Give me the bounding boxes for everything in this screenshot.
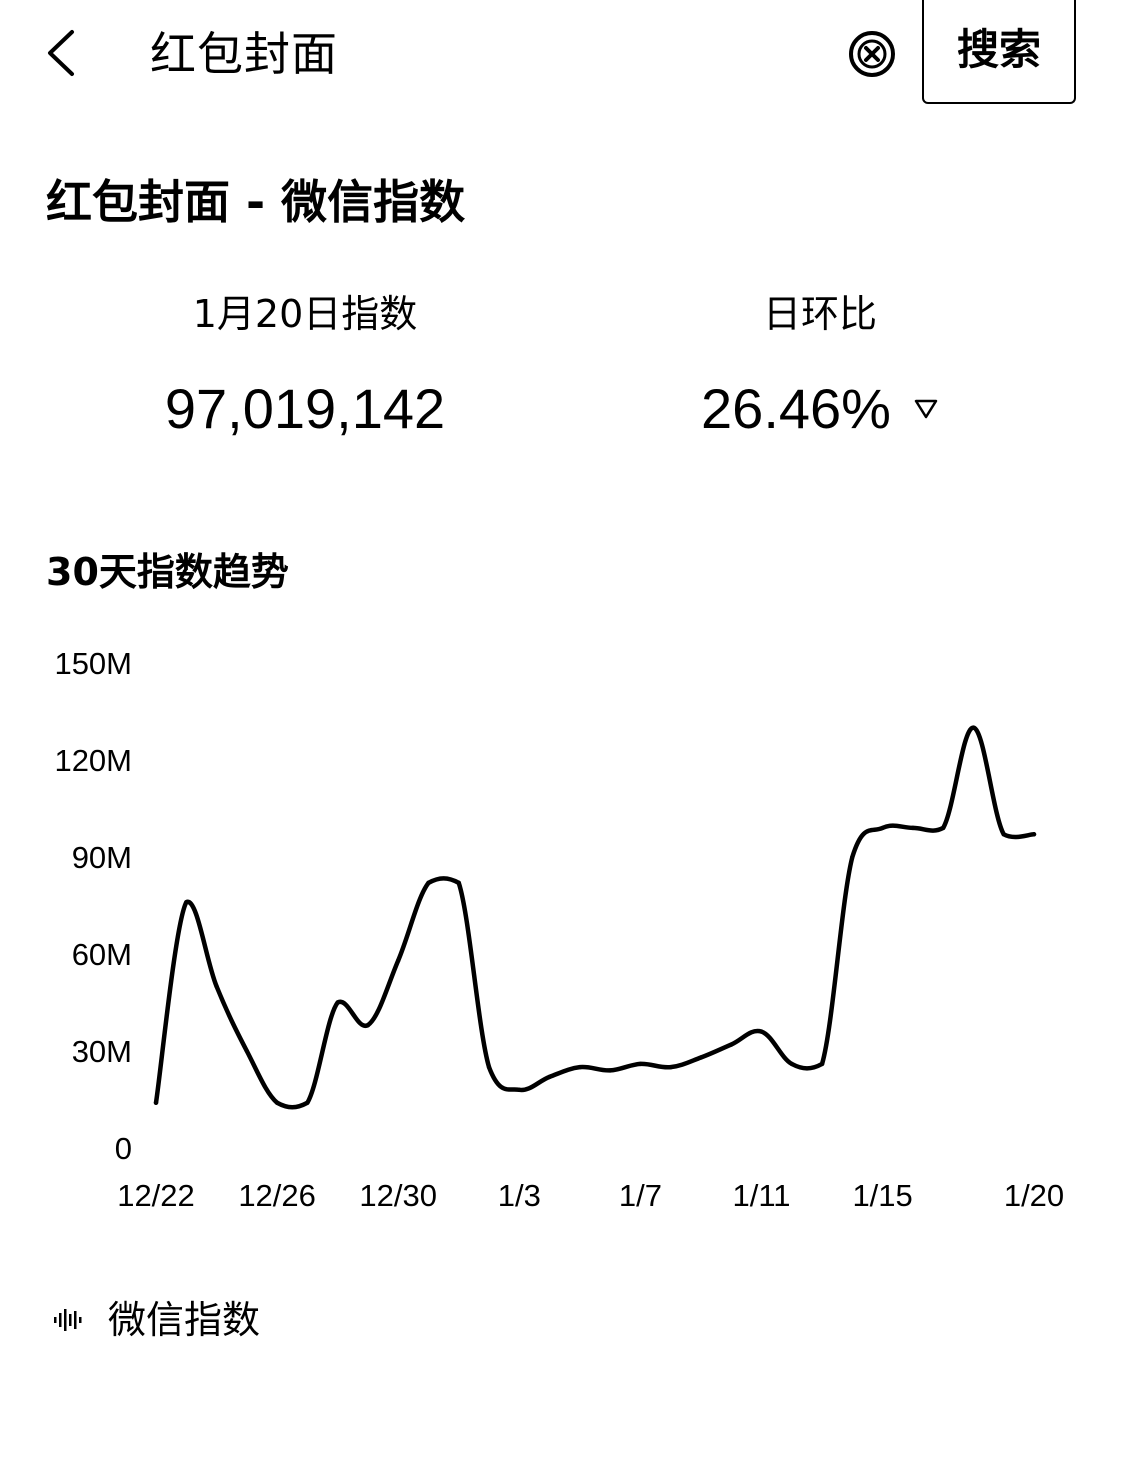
index-label: 1月20日指数 xyxy=(192,292,418,336)
data-point xyxy=(153,1100,159,1105)
x-tick-label: 1/3 xyxy=(498,1178,541,1213)
x-tick-label: 1/20 xyxy=(1004,1178,1064,1213)
data-point xyxy=(547,1074,552,1080)
data-point xyxy=(577,1064,583,1070)
legend-label: 微信指数 xyxy=(108,1298,261,1342)
data-point xyxy=(1031,832,1037,837)
trend-chart-svg: 0 30M 60M 90M 120M 150M 12/22 12/26 12/30 1/3 1/7… xyxy=(54,646,1064,1213)
triangle-down-icon xyxy=(914,399,938,419)
data-point xyxy=(305,1100,310,1105)
data-point xyxy=(396,958,401,963)
wave-bars-icon xyxy=(54,1309,82,1331)
data-point xyxy=(426,880,431,886)
data-point xyxy=(910,825,916,831)
y-tick-label: 150M xyxy=(54,646,132,681)
x-tick-label: 1/11 xyxy=(732,1178,790,1213)
x-tick-label: 12/22 xyxy=(117,1178,195,1213)
data-point xyxy=(517,1087,522,1092)
data-point xyxy=(638,1061,643,1067)
data-point xyxy=(456,880,461,886)
y-tick-label: 90M xyxy=(72,840,132,875)
data-point xyxy=(244,1048,250,1054)
trend-title: 30天指数趋势 xyxy=(46,550,289,594)
y-tick-label: 0 xyxy=(115,1131,132,1166)
change-metric: 26.46% xyxy=(640,374,1000,444)
data-point xyxy=(365,1022,371,1028)
x-tick-label: 1/7 xyxy=(619,1178,662,1213)
x-tick-label: 1/15 xyxy=(852,1178,912,1213)
data-point xyxy=(759,1029,764,1034)
data-point xyxy=(971,725,976,730)
x-tick-label: 12/30 xyxy=(359,1178,437,1213)
data-point xyxy=(789,1061,794,1067)
back-icon[interactable] xyxy=(40,26,90,80)
trend-chart: 0 30M 60M 90M 120M 150M 12/22 12/26 12/30 1/3 1/7… xyxy=(0,630,1126,1230)
data-point xyxy=(819,1061,825,1067)
data-point xyxy=(698,1055,704,1060)
data-point xyxy=(940,825,946,831)
y-tick-label: 120M xyxy=(54,743,132,778)
data-point xyxy=(214,984,219,989)
data-point xyxy=(729,1042,734,1047)
x-tick-label: 12/26 xyxy=(238,1178,316,1213)
data-point xyxy=(486,1064,492,1070)
search-query-text[interactable]: 红包封面 xyxy=(150,27,338,81)
data-point xyxy=(335,1000,340,1005)
data-point xyxy=(850,854,855,860)
clear-icon[interactable] xyxy=(846,28,898,80)
index-value: 97,019,142 xyxy=(164,377,446,440)
search-button[interactable]: 搜索 xyxy=(922,0,1076,104)
legend: 微信指数 xyxy=(52,1292,260,1348)
data-point xyxy=(607,1068,613,1073)
data-point xyxy=(1001,832,1006,837)
top-bar: 红包封面 搜索 xyxy=(0,0,1126,110)
data-point xyxy=(880,825,885,831)
section-title: 红包封面 - 微信指数 xyxy=(46,175,466,229)
series-line xyxy=(153,725,1037,1110)
y-tick-label: 30M xyxy=(72,1034,132,1069)
y-tick-label: 60M xyxy=(72,937,132,972)
data-point xyxy=(274,1100,280,1105)
change-value: 26.46% xyxy=(701,377,891,440)
data-point xyxy=(184,900,189,905)
change-label: 日环比 xyxy=(762,292,877,336)
data-point xyxy=(668,1064,673,1070)
